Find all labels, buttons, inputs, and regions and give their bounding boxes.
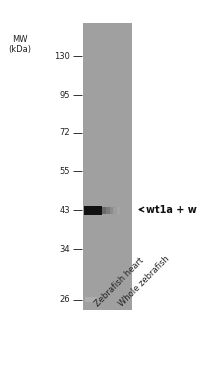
Text: wt1a + wt1b: wt1a + wt1b — [146, 204, 197, 215]
Bar — [110, 207, 113, 214]
Text: 26: 26 — [59, 295, 70, 304]
Text: 55: 55 — [59, 167, 70, 176]
Bar — [102, 207, 106, 214]
Text: 34: 34 — [59, 244, 70, 254]
Text: 72: 72 — [59, 128, 70, 137]
Text: 43: 43 — [59, 206, 70, 215]
Bar — [106, 207, 110, 214]
Bar — [85, 296, 97, 303]
Bar — [84, 206, 102, 215]
Text: 95: 95 — [59, 90, 70, 100]
Text: Whole zebrafish: Whole zebrafish — [117, 254, 171, 308]
Bar — [83, 23, 132, 310]
Bar — [117, 207, 120, 214]
Text: MW
(kDa): MW (kDa) — [8, 35, 31, 54]
Text: Zebrafish heart: Zebrafish heart — [93, 256, 146, 308]
Bar — [113, 207, 117, 214]
Text: 130: 130 — [54, 52, 70, 61]
